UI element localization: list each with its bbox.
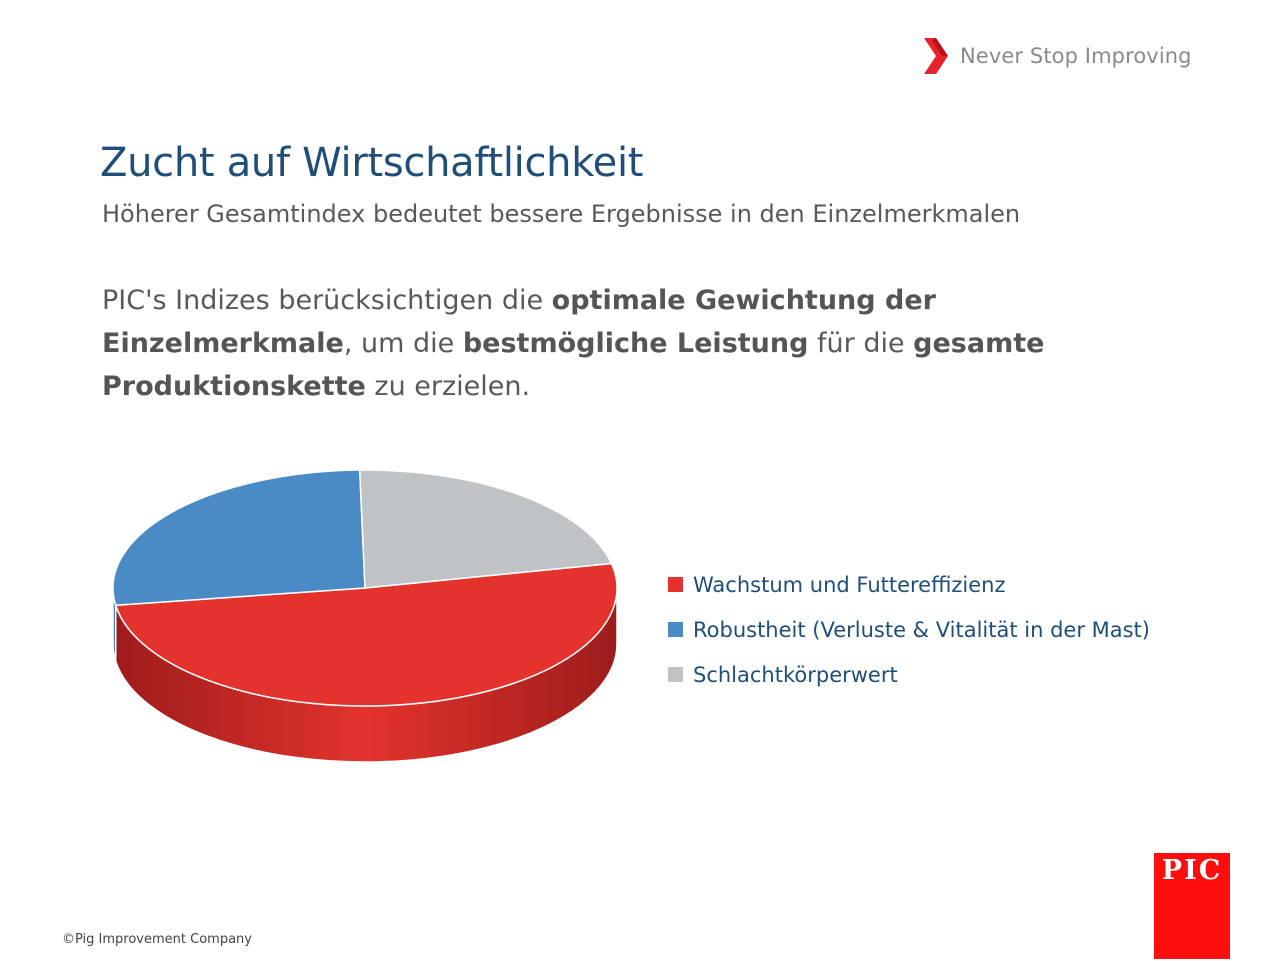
legend-label: Schlachtkörperwert (693, 662, 898, 687)
tagline-text: Never Stop Improving (960, 44, 1192, 68)
body-paragraph: PIC's Indizes berücksichtigen die optima… (102, 279, 1082, 408)
pie-chart (100, 469, 640, 800)
legend-item: Robustheit (Verluste & Vitalität in der … (668, 607, 1150, 652)
slide-title: Zucht auf Wirtschaftlichkeit (100, 140, 644, 186)
pie-slice-1 (112, 469, 366, 606)
body-text-2: , um die (343, 328, 463, 359)
pie-chart-svg (112, 469, 618, 763)
logo-text: PIC (1161, 855, 1223, 886)
legend-label: Robustheit (Verluste & Vitalität in der … (693, 617, 1150, 642)
body-bold-1: optimale Gewichtung der Einzelmerkmale (102, 285, 936, 359)
legend-swatch (668, 667, 683, 682)
legend-swatch (668, 577, 683, 592)
slide-subtitle: Höherer Gesamtindex bedeutet bessere Erg… (102, 200, 1021, 228)
body-bold-3: gesamte Produktionskette (102, 328, 1045, 402)
chevron-right-icon (924, 38, 948, 74)
body-bold-2: bestmögliche Leistung (462, 328, 809, 359)
body-text-3: für die (808, 328, 914, 359)
legend-item: Schlachtkörperwert (668, 652, 1150, 697)
tagline: Never Stop Improving (922, 36, 1192, 76)
chart-legend: Wachstum und Futtereffizienz Robustheit (… (668, 562, 1150, 697)
legend-swatch (668, 622, 683, 637)
legend-item: Wachstum und Futtereffizienz (668, 562, 1150, 607)
body-text-1: PIC's Indizes berücksichtigen die (102, 285, 552, 316)
pic-logo: PIC (1154, 853, 1230, 959)
pie-slice-0 (114, 562, 618, 707)
body-text-4: zu erzielen. (365, 371, 531, 402)
copyright-text: ©Pig Improvement Company (62, 932, 252, 947)
pie-slice-2 (358, 469, 613, 589)
legend-label: Wachstum und Futtereffizienz (693, 572, 1006, 597)
